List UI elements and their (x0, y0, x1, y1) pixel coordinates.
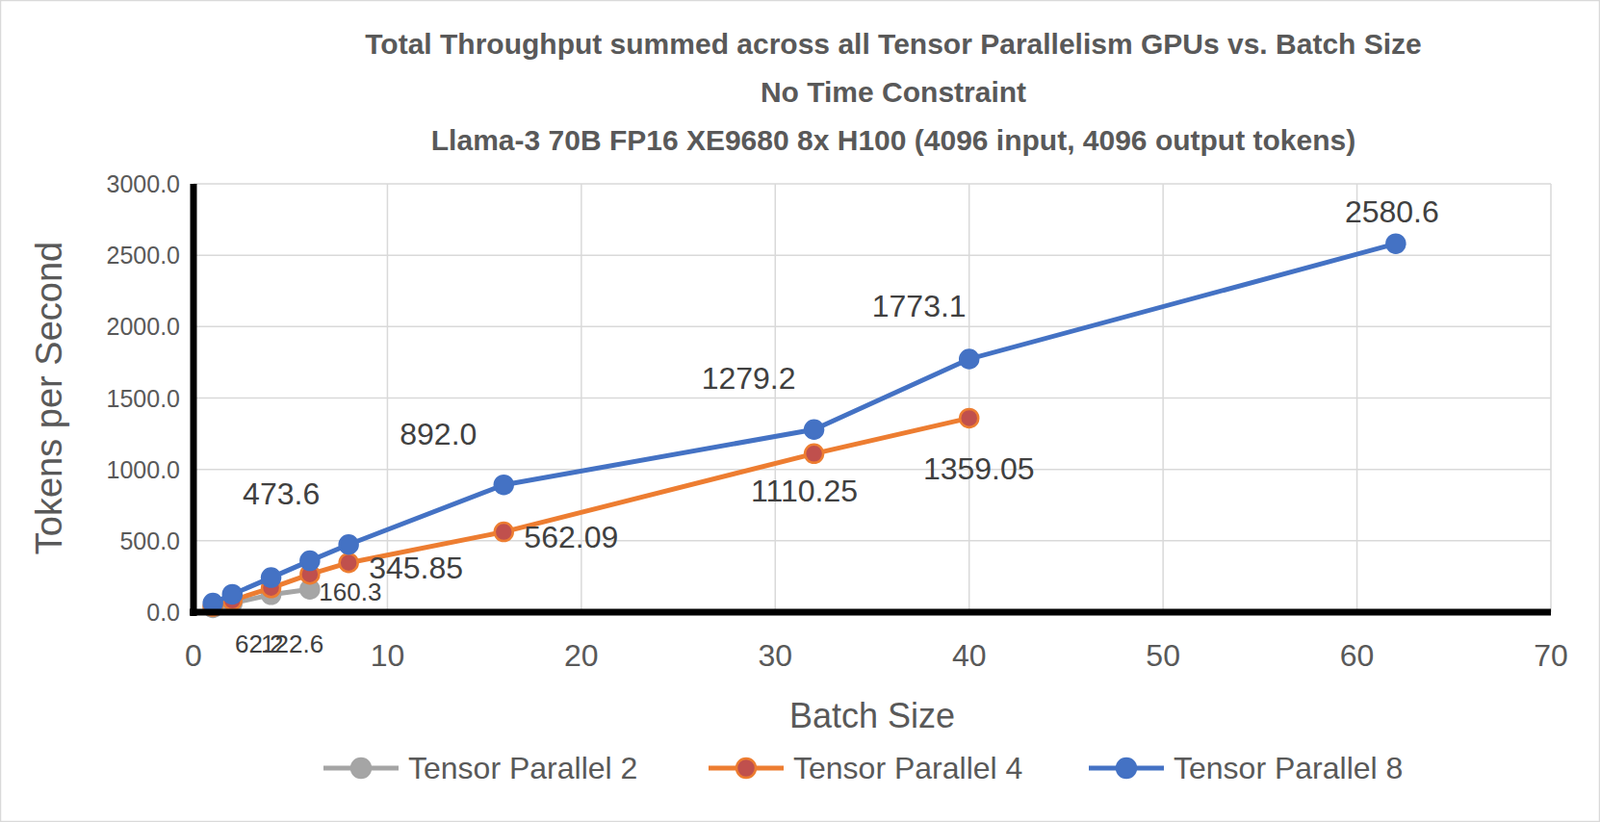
series (204, 234, 1406, 613)
subtitle: Llama-3 70B FP16 XE9680 8x H100 (4096 in… (431, 124, 1356, 156)
x-tick-label: 10 (370, 638, 406, 673)
legend: Tensor Parallel 2 Tensor Parallel 4 Tensor… (323, 750, 1403, 786)
data-label: 2580.6 (1344, 194, 1440, 230)
grid-line (193, 397, 1551, 400)
grid-line (774, 183, 777, 613)
marker (959, 409, 979, 428)
x-tick-label: 20 (564, 638, 599, 673)
x-tick-label: 30 (757, 638, 793, 673)
legend-marker (736, 758, 756, 778)
line (212, 417, 970, 607)
x-tick-label: 40 (952, 638, 987, 673)
marker (494, 522, 514, 542)
grid-line (1356, 183, 1359, 613)
grid-line (1161, 183, 1164, 613)
marker (959, 349, 979, 368)
series (204, 409, 980, 617)
x-tick-label: 0 (184, 638, 203, 673)
data-label: 1359.05 (923, 451, 1035, 487)
y-tick-label: 3000.0 (106, 170, 181, 198)
grid-line (193, 326, 1551, 329)
chart: Total Throughput summed across all Tenso… (0, 0, 1600, 822)
plot-area (204, 234, 1406, 618)
data-label: 892.0 (399, 416, 477, 452)
data-label: 1279.2 (701, 361, 797, 396)
marker (261, 568, 281, 588)
marker (339, 535, 359, 554)
data-label: 562.09 (523, 519, 619, 555)
data-label: 1773.1 (872, 288, 967, 324)
data-label: 1110.25 (750, 473, 858, 509)
marker (223, 585, 242, 604)
marker (804, 444, 824, 464)
data-label: 345.85 (368, 550, 464, 586)
y-tick-label: 1000.0 (106, 456, 181, 484)
grid-line (968, 183, 971, 613)
legend-marker (351, 758, 371, 778)
legend-label: Tensor Parallel 8 (1173, 750, 1403, 786)
marker (804, 420, 824, 439)
grid-line (193, 468, 1551, 471)
grid-line (193, 182, 1551, 185)
grid-line (193, 540, 1551, 542)
grid-line (1549, 183, 1552, 613)
marker (339, 553, 359, 572)
x-axis (189, 609, 1551, 617)
y-tick-label: 500.0 (119, 527, 181, 555)
x-tick-label: 60 (1340, 638, 1375, 673)
marker (494, 475, 514, 494)
y-tick-label: 0.0 (146, 598, 181, 626)
chart-border (0, 0, 1600, 822)
subtitle: No Time Constraint (760, 76, 1027, 108)
grid-line (387, 183, 389, 613)
grid (193, 183, 1551, 613)
y-tick-label: 2000.0 (106, 312, 181, 340)
legend-marker (1116, 758, 1136, 778)
marker (1386, 234, 1405, 254)
x-tick-label: 70 (1533, 638, 1569, 673)
y-tick-label: 2500.0 (106, 241, 181, 269)
title: Total Throughput summed across all Tenso… (364, 27, 1422, 60)
legend-label: Tensor Parallel 4 (793, 750, 1023, 786)
x-axis-title: Batch Size (789, 696, 955, 736)
data-label: 473.6 (242, 476, 320, 512)
marker (300, 551, 319, 570)
x-tick-label: 50 (1145, 638, 1181, 673)
line (212, 243, 1396, 603)
y-tick-label: 1500.0 (106, 385, 181, 413)
legend-label: Tensor Parallel 2 (408, 750, 638, 786)
y-axis (190, 183, 198, 617)
data-label: 122.6 (260, 629, 324, 659)
y-axis-title: Tokens per Second (28, 241, 70, 555)
